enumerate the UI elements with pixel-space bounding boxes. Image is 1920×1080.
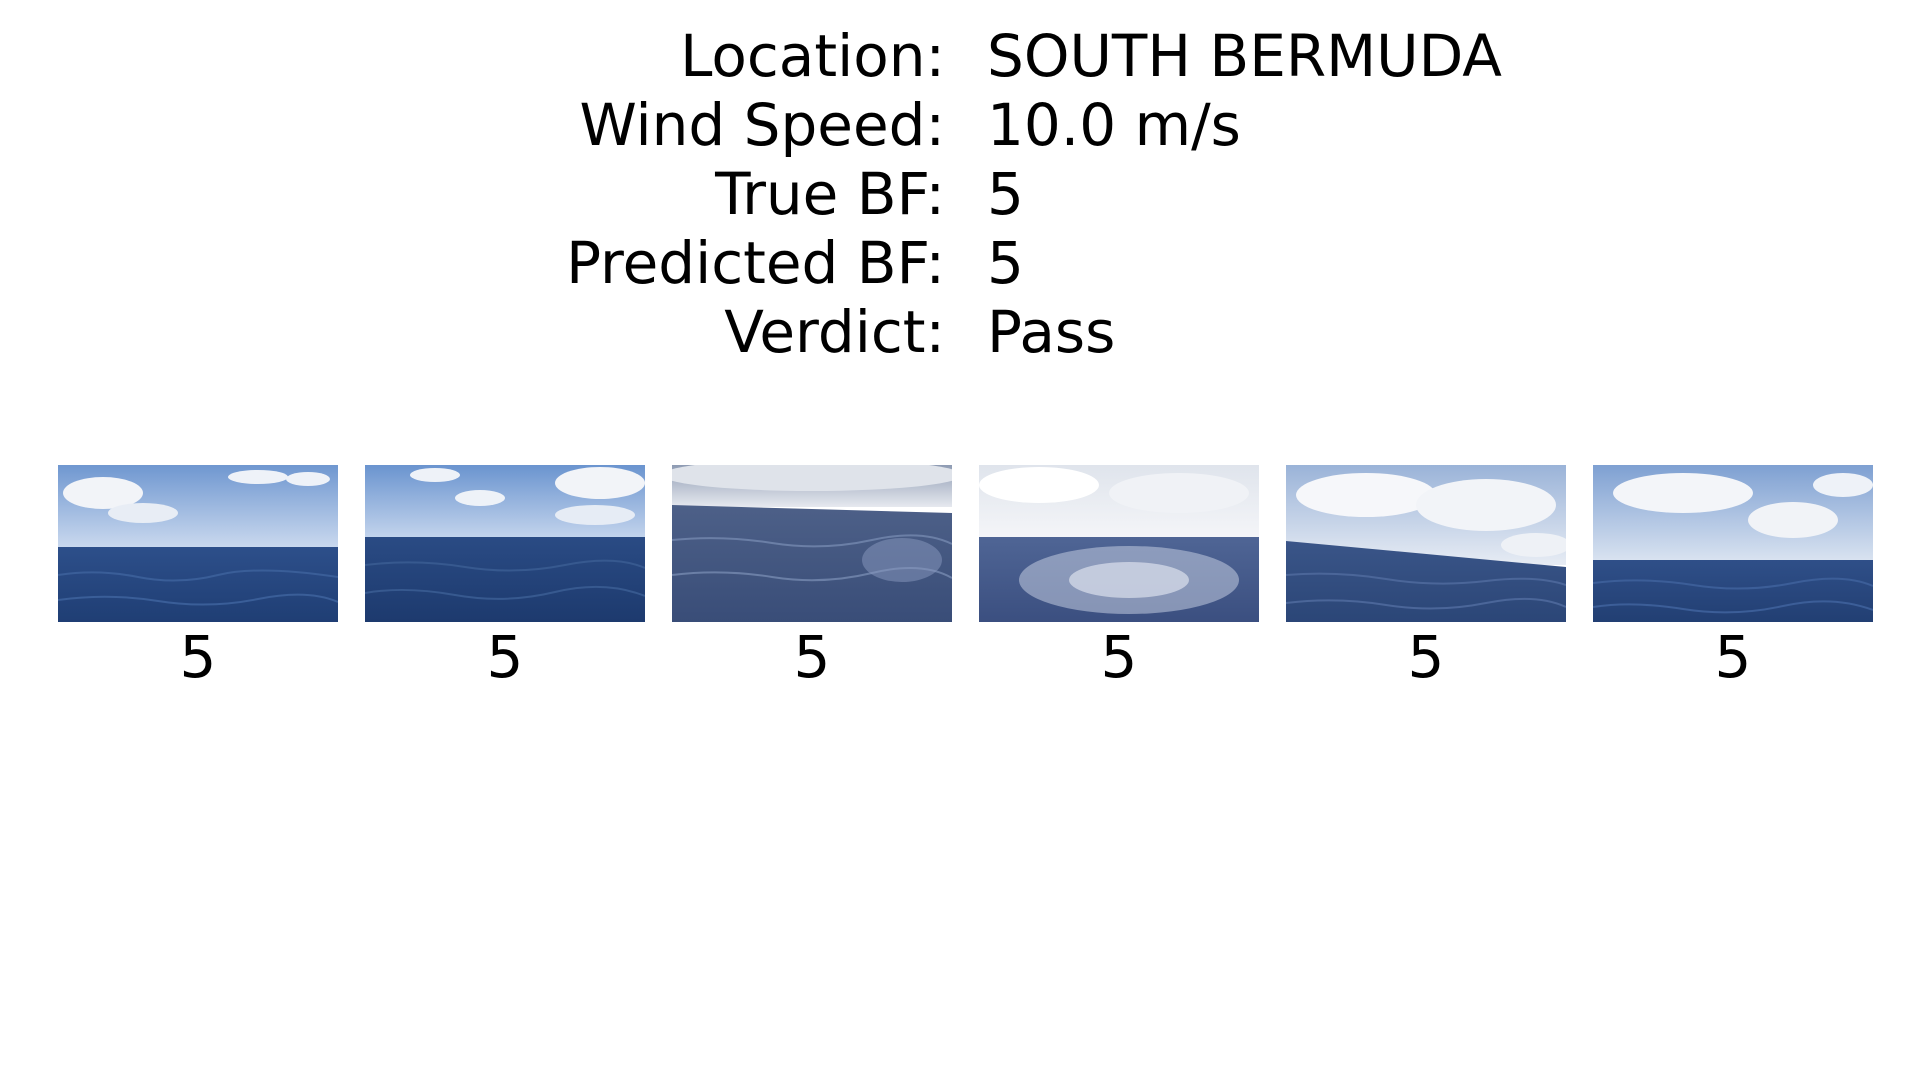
thumbnail-label-6: 5 (1714, 623, 1752, 691)
sea-image-6 (1593, 465, 1873, 622)
thumbnail-6: 5 (1593, 465, 1873, 692)
sea-image-1 (58, 465, 338, 622)
info-table: Location: SOUTH BERMUDA Wind Speed: 10.0… (0, 22, 1920, 367)
thumbnail-label-2: 5 (486, 623, 524, 691)
thumbnail-4: 5 (979, 465, 1259, 692)
sea-photo-3 (672, 465, 952, 622)
sea-image-4 (979, 465, 1259, 622)
true-bf-value: 5 (987, 160, 1024, 228)
wind-speed-value: 10.0 m/s (987, 91, 1241, 159)
thumbnail-label-3: 5 (793, 623, 831, 691)
location-label: Location: (680, 22, 945, 90)
info-row-predicted-bf: Predicted BF: 5 (0, 229, 1920, 298)
wind-speed-label: Wind Speed: (579, 91, 945, 159)
thumbnail-1: 5 (58, 465, 338, 692)
thumbnail-strip: 5 5 (0, 465, 1920, 705)
info-row-verdict: Verdict: Pass (0, 298, 1920, 367)
sea-photo-5 (1286, 465, 1566, 622)
sea-image-5 (1286, 465, 1566, 622)
thumbnail-3: 5 (672, 465, 952, 692)
predicted-bf-label: Predicted BF: (566, 229, 945, 297)
predicted-bf-value: 5 (987, 229, 1024, 297)
thumbnail-5: 5 (1286, 465, 1566, 692)
verdict-value: Pass (987, 298, 1116, 366)
thumbnail-label-4: 5 (1100, 623, 1138, 691)
true-bf-label: True BF: (715, 160, 945, 228)
verdict-label: Verdict: (724, 298, 945, 366)
location-value: SOUTH BERMUDA (987, 22, 1502, 90)
sea-image-3 (672, 465, 952, 622)
sea-photo-4 (979, 465, 1259, 622)
sea-photo-2 (365, 465, 645, 622)
thumbnail-label-1: 5 (179, 623, 217, 691)
sea-image-2 (365, 465, 645, 622)
info-row-true-bf: True BF: 5 (0, 160, 1920, 229)
sea-photo-6 (1593, 465, 1873, 622)
sea-photo-1 (58, 465, 338, 622)
info-row-location: Location: SOUTH BERMUDA (0, 22, 1920, 91)
thumbnail-2: 5 (365, 465, 645, 692)
info-row-wind-speed: Wind Speed: 10.0 m/s (0, 91, 1920, 160)
thumbnail-label-5: 5 (1407, 623, 1445, 691)
